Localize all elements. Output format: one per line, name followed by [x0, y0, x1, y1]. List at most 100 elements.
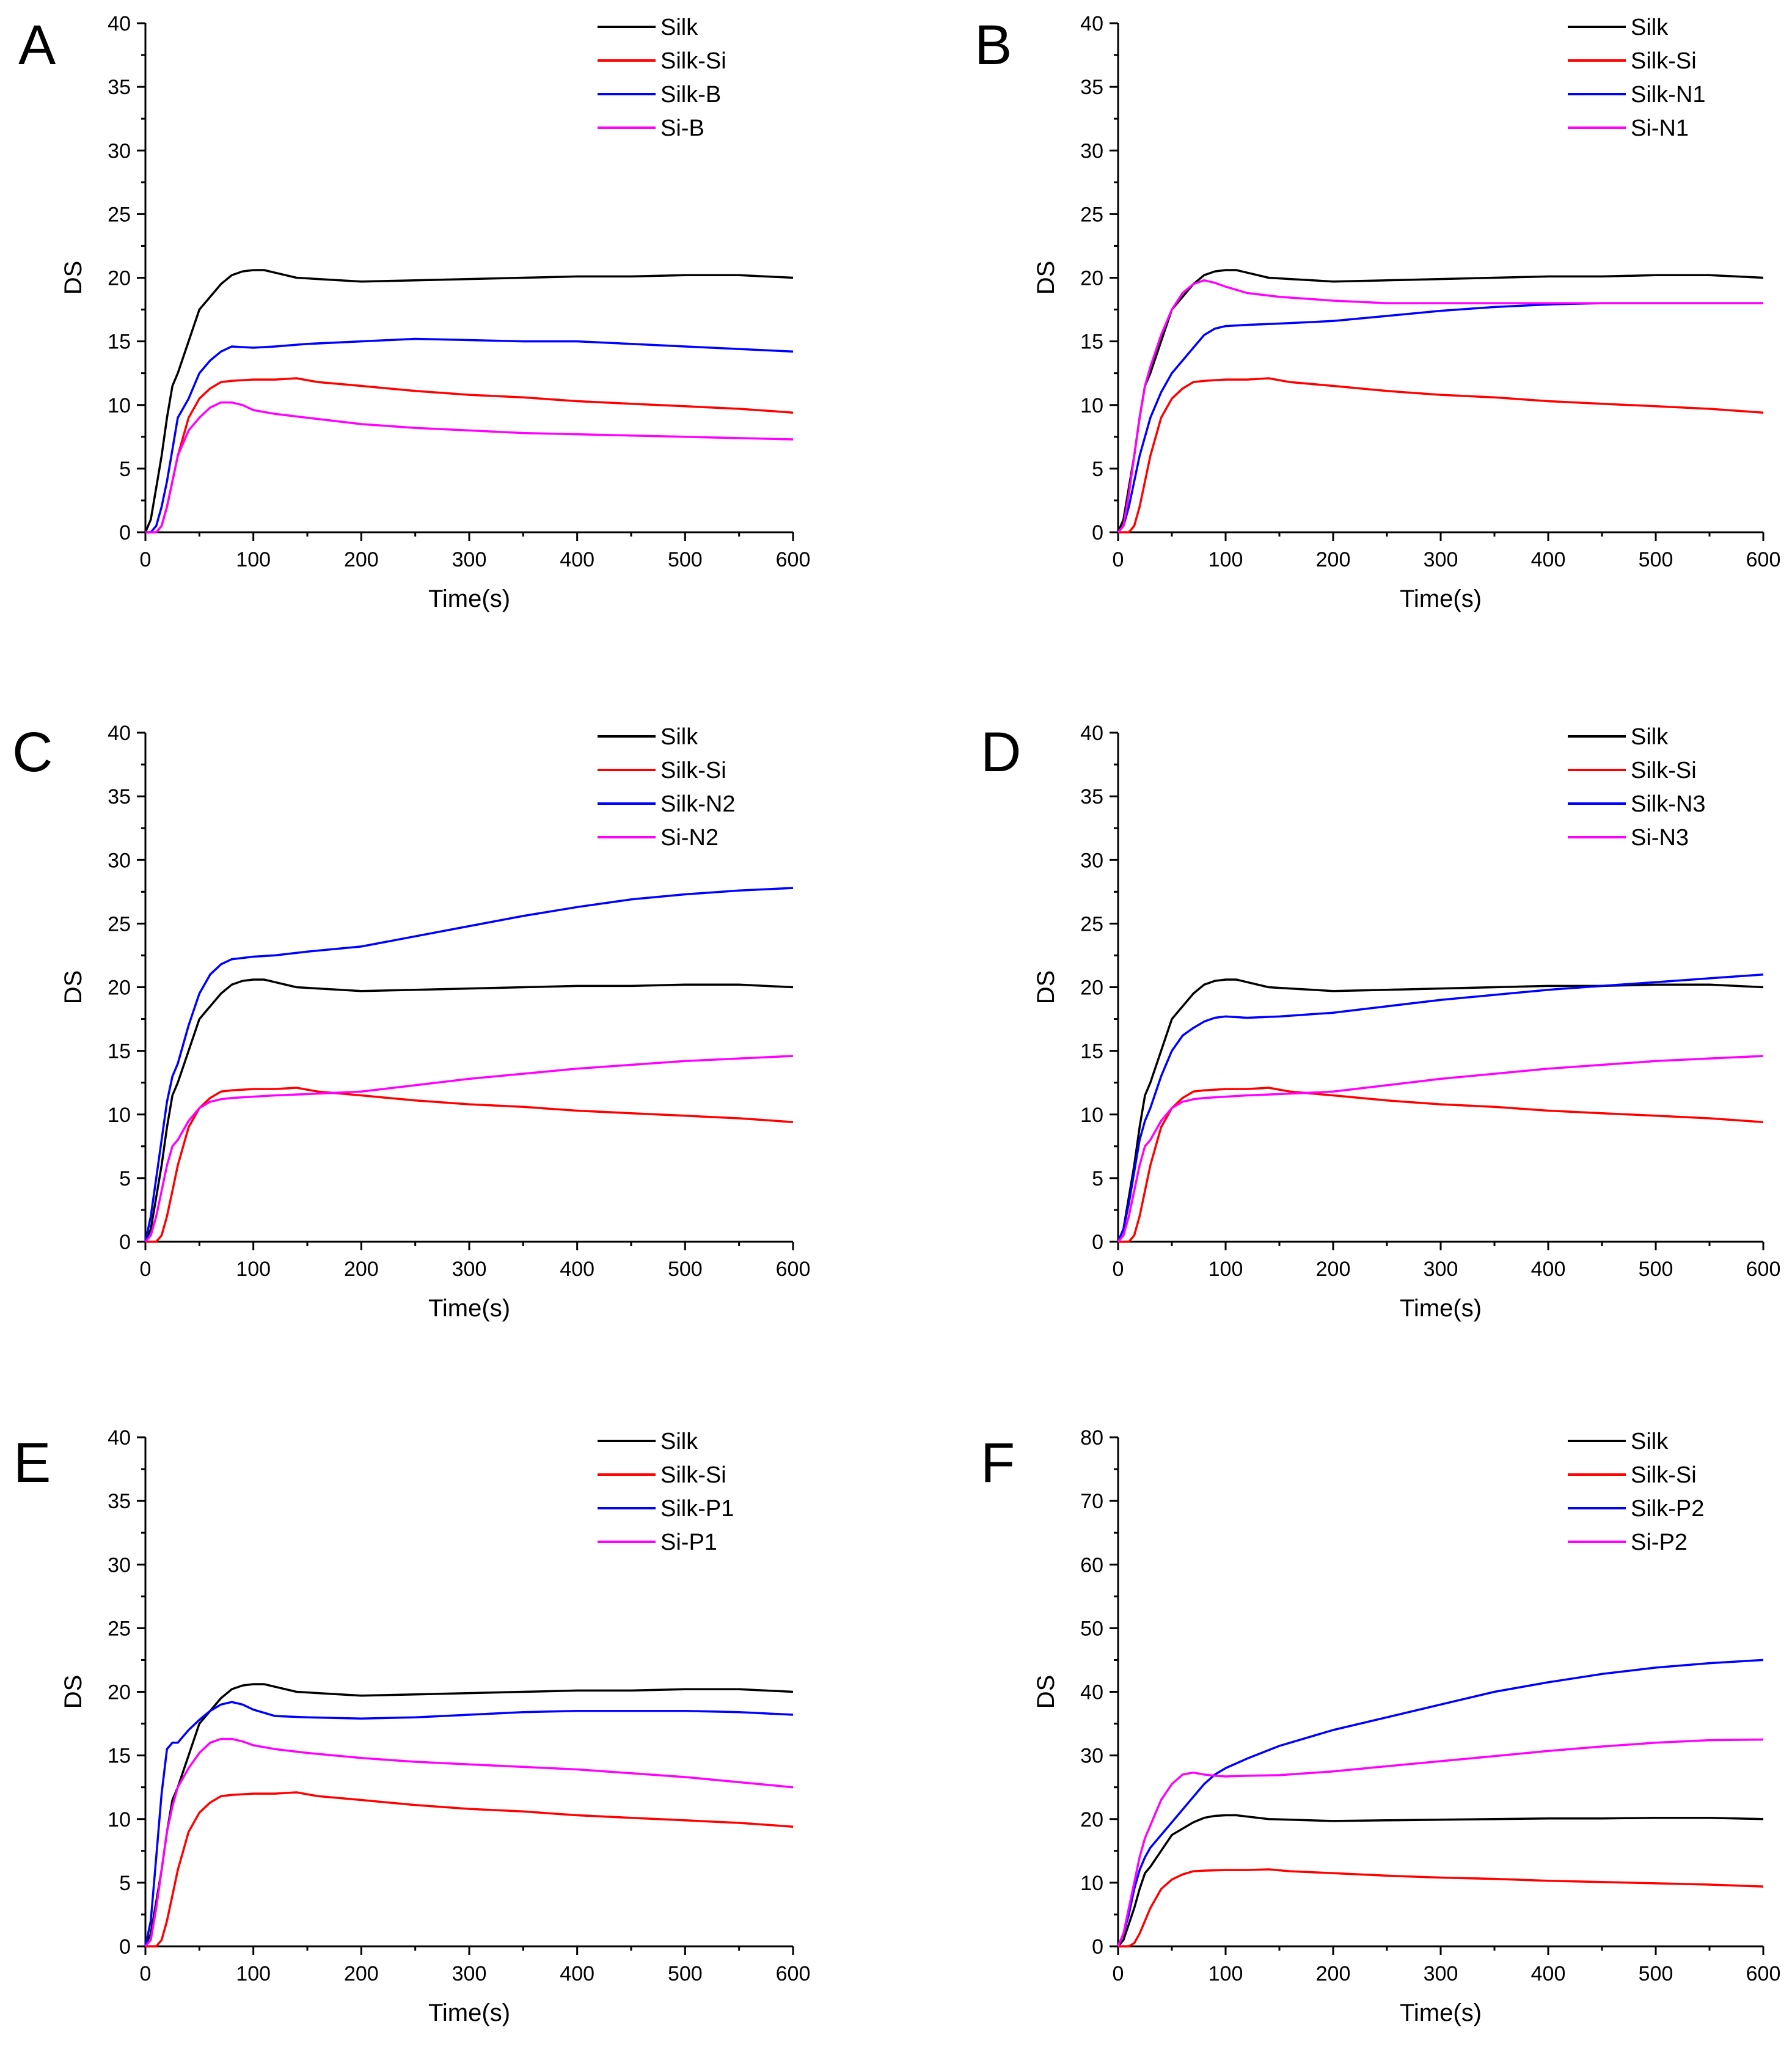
series-line-si-n1 [1117, 279, 1763, 533]
legend-label: Silk [1631, 1429, 1669, 1454]
y-tick-label: 20 [1080, 1808, 1103, 1831]
y-tick-label: 50 [1080, 1617, 1103, 1640]
x-tick-label: 200 [344, 1962, 379, 1985]
series-line-si-b [145, 401, 794, 533]
y-tick-label: 40 [1080, 1681, 1103, 1704]
x-tick-label: 300 [452, 1962, 487, 1985]
y-axis-title: DS [1033, 261, 1059, 295]
y-tick-label: 25 [1080, 203, 1103, 226]
x-tick-label: 500 [668, 548, 703, 571]
y-tick-label: 40 [108, 12, 131, 35]
legend-label: Silk-Si [660, 48, 726, 74]
y-tick-label: 25 [108, 203, 131, 226]
x-tick-label: 300 [1424, 548, 1458, 571]
series-line-silk-si [145, 1791, 794, 1948]
x-tick-label: 500 [1639, 1258, 1673, 1281]
legend-label: Si-N3 [1631, 825, 1689, 851]
x-tick-label: 0 [1113, 1962, 1124, 1985]
series-line-silk-n1 [1117, 302, 1763, 533]
x-tick-label: 500 [1639, 1962, 1673, 1985]
x-tick-label: 300 [1424, 1962, 1458, 1985]
legend-label: Silk [1631, 15, 1669, 40]
y-tick-label: 5 [1092, 458, 1103, 481]
y-tick-label: 35 [108, 785, 131, 808]
y-tick-label: 30 [108, 1553, 131, 1577]
legend-label: Silk-Si [1631, 1462, 1697, 1488]
x-tick-label: 500 [668, 1962, 703, 1985]
y-tick-label: 15 [108, 1040, 131, 1063]
x-tick-label: 600 [776, 1962, 811, 1985]
legend-label: Silk-N3 [1631, 791, 1705, 817]
x-tick-label: 200 [1316, 1962, 1351, 1985]
y-axis-title: DS [60, 970, 87, 1005]
y-tick-label: 30 [1080, 139, 1103, 163]
y-tick-label: 10 [1080, 1104, 1103, 1127]
plot-content: 0 10 20 30 40 50 60 70 80 0 100 200 300 400 500 600 Silk… [1080, 1426, 1780, 1985]
x-tick-label: 0 [140, 548, 152, 571]
series-line-silk-n3 [1117, 973, 1764, 1242]
series-line-silk [144, 978, 794, 1242]
legend-label: Si-N2 [660, 825, 719, 851]
y-tick-label: 60 [1080, 1553, 1103, 1577]
y-tick-label: 80 [1080, 1426, 1103, 1450]
x-tick-label: 0 [1113, 548, 1124, 571]
y-tick-label: 15 [108, 1745, 131, 1768]
y-tick-label: 40 [108, 722, 131, 745]
panel-letter: C [12, 721, 53, 783]
series-line-silk [1117, 1814, 1764, 1948]
x-tick-label: 200 [344, 548, 379, 571]
series-line-silk-p1 [144, 1701, 794, 1947]
series-line-si-p1 [144, 1737, 794, 1948]
legend-label: Silk [660, 1429, 698, 1454]
panel-letter: A [18, 14, 56, 76]
legend-label: Si-B [660, 115, 704, 141]
series-line-silk [1117, 978, 1764, 1242]
x-tick-label: 100 [1209, 548, 1243, 571]
x-tick-label: 300 [452, 1258, 487, 1281]
legend-label: Si-N1 [1631, 115, 1689, 141]
y-tick-label: 0 [119, 521, 131, 544]
y-tick-label: 30 [108, 849, 131, 872]
y-tick-label: 10 [108, 1808, 131, 1831]
series-line-silk-b [145, 337, 794, 533]
y-tick-label: 10 [1080, 394, 1103, 417]
legend-label: Silk-B [660, 82, 721, 108]
y-tick-label: 35 [1080, 76, 1103, 99]
x-axis-title: Time(s) [1400, 2000, 1482, 2026]
x-tick-label: 600 [1746, 1258, 1781, 1281]
legend-label: Silk [660, 15, 698, 40]
y-tick-label: 5 [119, 1167, 131, 1190]
legend-label: Silk-N1 [1631, 82, 1705, 108]
legend-label: Silk-P1 [660, 1496, 734, 1522]
series-line-silk [144, 269, 794, 533]
series-line-si-n3 [1117, 1055, 1764, 1243]
y-tick-label: 35 [108, 1490, 131, 1513]
series-line-silk-si [145, 1087, 794, 1243]
x-tick-label: 300 [1424, 1258, 1458, 1281]
y-tick-label: 0 [1092, 1231, 1103, 1254]
x-tick-label: 400 [560, 548, 594, 571]
legend-label: Si-P1 [660, 1530, 717, 1555]
x-axis-title: Time(s) [428, 585, 510, 612]
legend-label: Silk-Si [660, 1462, 726, 1488]
y-tick-label: 15 [1080, 1040, 1103, 1063]
y-tick-label: 20 [1080, 977, 1103, 1000]
panel-letter: D [981, 721, 1021, 783]
y-tick-label: 0 [119, 1935, 131, 1959]
y-tick-label: 40 [1080, 722, 1103, 745]
x-tick-label: 500 [1639, 548, 1673, 571]
x-tick-label: 200 [344, 1258, 379, 1281]
series-line-silk-si [1118, 377, 1764, 533]
x-tick-label: 600 [1746, 1962, 1781, 1985]
x-tick-label: 400 [1531, 1962, 1566, 1985]
x-tick-label: 0 [140, 1962, 152, 1985]
